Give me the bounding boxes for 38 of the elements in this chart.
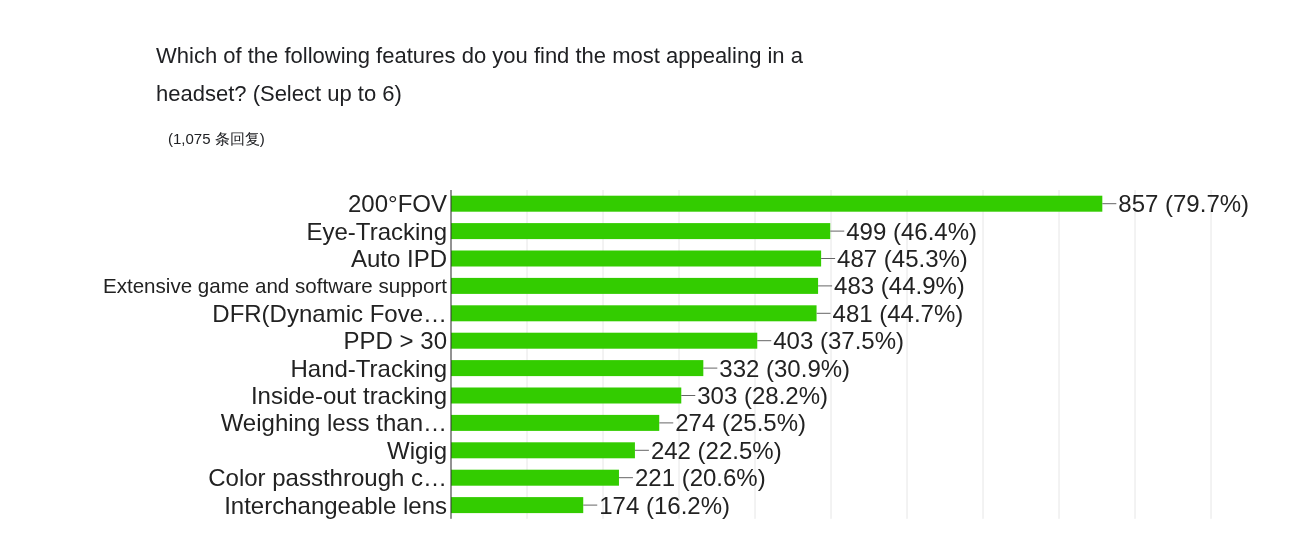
data-label: 499 (46.4%) — [846, 217, 977, 245]
y-tick-label: Color passthrough c… — [208, 464, 447, 492]
y-tick-label: Auto IPD — [350, 244, 447, 272]
y-tick-label: Weighing less than… — [220, 409, 447, 437]
data-label: 857 (79.7%) — [1118, 190, 1250, 218]
data-label: 242 (22.5%) — [650, 436, 782, 464]
chart-title: Which of the following features do you find the most appealing in a headset? (Select up to 6) — [156, 43, 804, 106]
bar — [451, 360, 704, 377]
bar — [451, 250, 822, 267]
data-label: 483 (44.9%) — [834, 272, 965, 300]
bar — [451, 277, 819, 294]
data-label: 487 (45.3%) — [837, 244, 968, 272]
data-label: 303 (28.2%) — [697, 381, 829, 409]
bar — [451, 497, 584, 514]
bar — [451, 387, 682, 404]
y-tick-label: 200°FOV — [348, 190, 447, 218]
bar — [451, 195, 1103, 212]
y-tick-label: DFR(Dynamic Fove… — [212, 299, 447, 327]
data-label: 174 (16.2%) — [599, 491, 730, 519]
bar — [451, 305, 817, 322]
bar — [451, 414, 660, 431]
y-tick-label: Hand-Tracking — [290, 354, 447, 382]
bar — [451, 442, 635, 459]
y-tick-label: Extensive game and software support — [102, 274, 448, 298]
y-tick-label: Wigig — [386, 436, 447, 464]
data-label: 332 (30.9%) — [719, 354, 851, 382]
data-label: 403 (37.5%) — [773, 327, 905, 355]
y-tick-label: Interchangeable lens — [224, 491, 447, 519]
y-tick-label: Eye-Tracking — [306, 217, 447, 245]
y-tick-label: Inside-out tracking — [250, 381, 447, 409]
bar — [451, 223, 831, 240]
y-tick-label: PPD > 30 — [343, 327, 447, 355]
data-label: 481 (44.7%) — [832, 299, 964, 327]
bar — [451, 469, 619, 486]
data-label: 221 (20.6%) — [634, 464, 766, 492]
data-label: 274 (25.5%) — [675, 409, 806, 437]
bar — [451, 332, 758, 349]
text: (1,075 条回复) — [168, 130, 265, 147]
